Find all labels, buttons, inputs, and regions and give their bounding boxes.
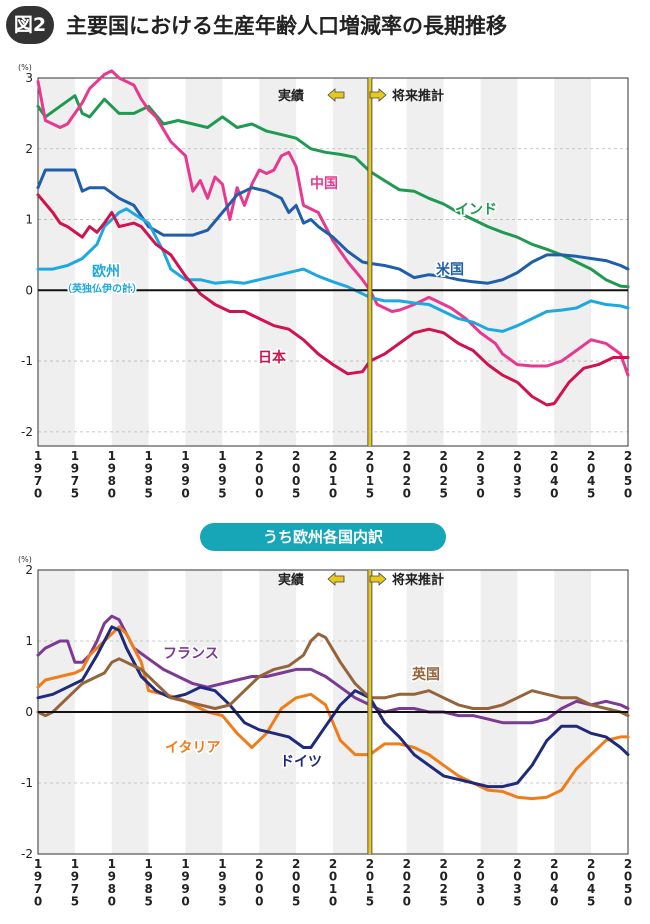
series-label-germany: ドイツ (280, 754, 322, 770)
y-tick-label: 3 (25, 71, 33, 85)
figure-title: 主要国における生産年齢人口増減率の長期推移 (66, 14, 507, 38)
series-line-germany (36, 625, 630, 789)
y-tick-label: 2 (25, 563, 33, 577)
annotation-actual: 実績 (278, 88, 304, 104)
series-label-europe: 欧州 (92, 263, 120, 280)
y-tick-label: -2 (21, 847, 33, 861)
y-tick-label: 0 (25, 705, 33, 719)
shaded-band (480, 78, 518, 446)
series-label-india: インド (455, 202, 497, 218)
series-line-uk (36, 632, 630, 718)
plot-frame (37, 77, 629, 447)
y-tick-label: 1 (25, 213, 33, 227)
figure-number-badge: 図2 (6, 6, 54, 44)
shaded-band (406, 78, 444, 446)
series-line-france (36, 614, 630, 725)
arrow-left-icon (327, 88, 345, 102)
series-sublabel-europe: （英独仏伊の計） (62, 282, 142, 295)
shaded-band (185, 78, 223, 446)
y-tick-label: 2 (25, 142, 33, 156)
series-label-china: 中国 (310, 175, 338, 192)
header: 図2 主要国における生産年齢人口増減率の長期推移 (0, 0, 650, 56)
series-label-uk: 英国 (411, 666, 440, 683)
series-line-china (36, 69, 630, 377)
y-tick-label: 0 (25, 283, 33, 297)
chart-major-countries: (%)3 2 1 0 -1 -2 1 9 7 0 1 9 7 5 1 9 8 0 1 9 8 5 1 9 9 0 1 9 9 5 2 0 0 0 2… (18, 63, 632, 501)
chart-europe-breakdown: (%)2 1 0 -1 -21 9 7 0 1 9 7 5 1 9 8 0 1 9 8 5 1 9 9 0 1 9 9 5 2 0 0 0 2 0… (18, 555, 632, 909)
series-line-usa (36, 168, 630, 285)
series-label-italy: イタリア (165, 740, 220, 756)
unit-label: (%) (18, 63, 32, 72)
series-line-italy (36, 625, 630, 801)
series-line-india (36, 94, 630, 289)
y-tick-label: -1 (21, 776, 33, 790)
y-tick-label: -1 (21, 354, 33, 368)
arrow-right-icon (369, 88, 387, 102)
shaded-band (38, 78, 75, 446)
y-tick-label: -2 (21, 425, 33, 439)
series-label-usa: 米国 (436, 261, 464, 278)
annotation-actual: 実績 (278, 572, 304, 588)
shaded-band (259, 78, 297, 446)
unit-label: (%) (18, 555, 32, 564)
europe-breakdown-badge: うち欧州各国内訳 (200, 523, 446, 551)
shaded-band (554, 78, 592, 446)
annotation-projection: 将来推計 (392, 88, 444, 104)
y-tick-label: 1 (25, 634, 33, 648)
series-line-japan (36, 193, 630, 407)
series-line-europe (36, 207, 630, 333)
arrow-right-icon (369, 572, 387, 586)
arrow-left-icon (327, 572, 345, 586)
series-label-france: フランス (163, 646, 219, 662)
annotation-projection: 将来推計 (392, 572, 444, 588)
series-label-japan: 日本 (258, 349, 287, 366)
shaded-band (111, 78, 149, 446)
